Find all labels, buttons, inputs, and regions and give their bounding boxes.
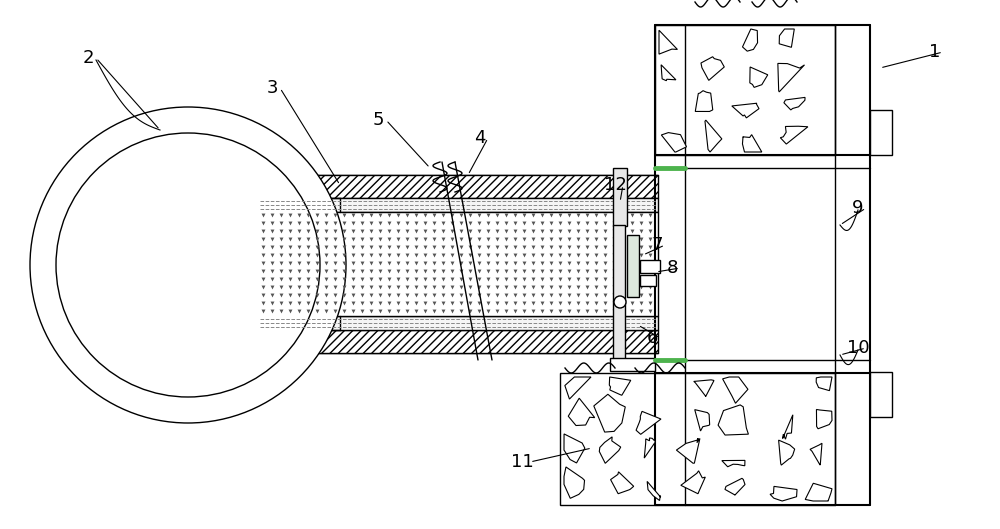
Polygon shape [564,434,585,463]
Polygon shape [750,67,768,87]
Polygon shape [743,29,758,51]
Circle shape [614,296,626,308]
Text: 6: 6 [646,329,658,347]
Bar [610,358,655,371]
Polygon shape [594,394,625,432]
Polygon shape [681,471,705,494]
Polygon shape [784,97,805,110]
Bar [258,198,658,212]
Polygon shape [770,486,797,501]
Polygon shape [783,415,793,439]
Polygon shape [732,103,759,118]
Bar [627,235,639,297]
Bar [258,212,658,316]
Polygon shape [722,460,745,467]
Bar [655,25,835,155]
Polygon shape [779,440,795,465]
Polygon shape [258,175,658,198]
Text: 2: 2 [82,49,94,67]
Polygon shape [258,330,658,353]
Bar [640,275,656,286]
Polygon shape [816,377,832,390]
Text: 7: 7 [651,236,663,254]
Polygon shape [780,126,808,144]
Text: 1: 1 [929,43,941,61]
Polygon shape [611,472,634,494]
Polygon shape [609,377,631,395]
Text: 10: 10 [847,339,869,357]
Polygon shape [725,478,745,495]
Circle shape [56,133,320,397]
Polygon shape [705,120,722,152]
Polygon shape [816,409,832,429]
Bar [640,260,660,273]
Circle shape [30,107,346,423]
Polygon shape [701,57,724,80]
Bar [657,27,834,154]
Polygon shape [661,65,676,81]
Bar [562,375,834,503]
Polygon shape [676,438,700,463]
Polygon shape [599,437,621,463]
Text: 11: 11 [511,453,533,471]
Polygon shape [644,438,656,458]
Polygon shape [723,377,748,403]
Polygon shape [742,135,762,152]
Polygon shape [647,481,661,500]
Text: 5: 5 [372,111,384,129]
Polygon shape [810,443,822,465]
Polygon shape [568,398,595,425]
Bar [613,168,627,226]
Polygon shape [661,133,686,152]
Bar [870,110,892,155]
Polygon shape [778,63,805,92]
Text: 3: 3 [266,79,278,97]
Polygon shape [694,380,714,397]
Bar [560,373,835,505]
Text: 8: 8 [666,259,678,277]
Polygon shape [779,29,794,47]
Text: 4: 4 [474,129,486,147]
Bar [870,372,892,417]
Polygon shape [695,409,710,431]
Polygon shape [659,30,677,54]
Polygon shape [565,377,591,399]
Polygon shape [718,405,748,435]
Text: 12: 12 [604,176,626,194]
Bar [613,225,625,368]
Polygon shape [695,90,713,112]
Polygon shape [636,412,661,434]
Text: 9: 9 [852,199,864,217]
Polygon shape [805,484,832,501]
Polygon shape [564,467,585,498]
Bar [258,316,658,330]
